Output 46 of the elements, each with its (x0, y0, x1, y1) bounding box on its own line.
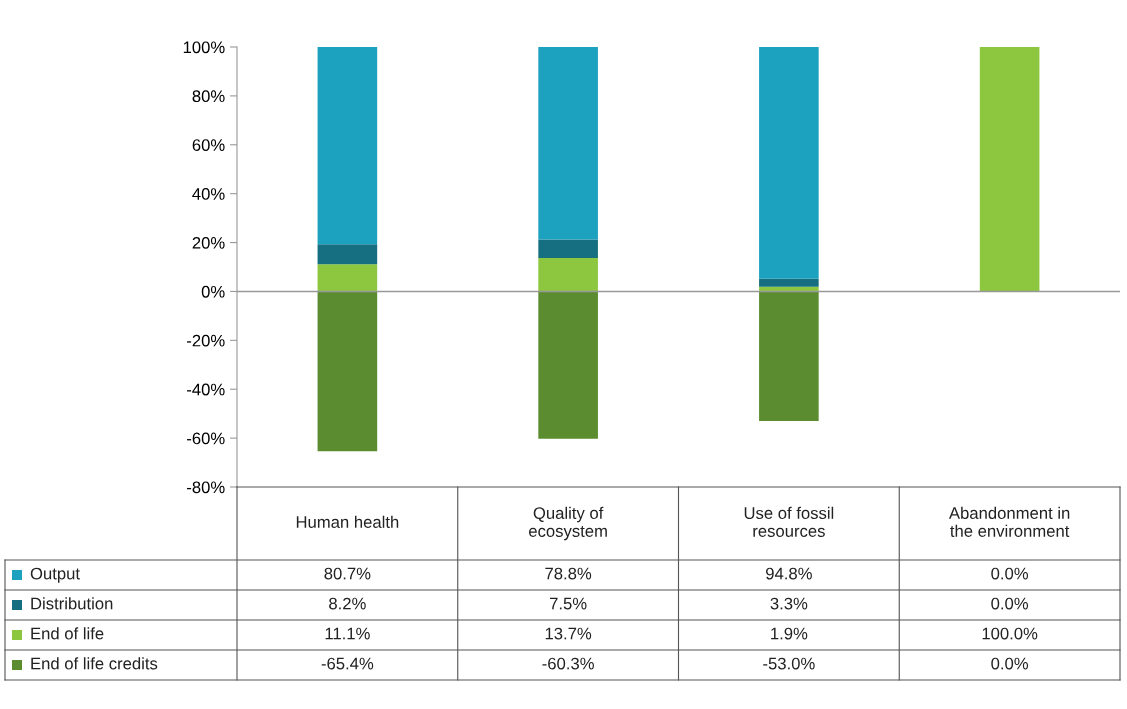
legend-label: Distribution (31, 597, 113, 610)
bar (759, 47, 819, 279)
y-tick-label: -20% (187, 334, 225, 347)
data-label: 100.0% (982, 627, 1038, 640)
data-label: 13.7% (545, 627, 592, 640)
y-tick-label: -40% (187, 383, 225, 396)
bar (317, 244, 378, 265)
bar (538, 257, 598, 292)
data-label: -65.4% (321, 657, 374, 670)
y-tick-label: 60% (192, 139, 225, 151)
data-label: -60.3% (542, 657, 594, 670)
bar (317, 264, 378, 292)
y-tick-label: 0% (201, 285, 225, 298)
bar (538, 239, 598, 258)
x-tick-label: Quality of ecosystem (529, 506, 607, 541)
legend-label: Output (30, 567, 80, 583)
data-label: 8.2% (329, 597, 366, 610)
bar (759, 291, 819, 421)
data-label: 94.8% (766, 567, 812, 580)
data-label: 0.0% (991, 567, 1029, 580)
data-label: 11.1% (325, 627, 370, 640)
data-label: 3.3% (770, 597, 808, 610)
bar (538, 47, 598, 240)
bar (317, 291, 378, 452)
bar (317, 47, 378, 245)
bar (759, 278, 819, 287)
legend-label: End of life (31, 627, 104, 640)
data-label: 0.0% (991, 597, 1029, 610)
data-label: 0.0% (991, 657, 1029, 670)
x-tick-label: Abandonment in the environment (948, 506, 1070, 537)
y-tick-label: 80% (192, 90, 225, 103)
y-tick-label: 100% (183, 41, 225, 54)
data-label: 1.9% (771, 627, 808, 640)
y-tick-label: -80% (187, 481, 225, 494)
data-label: 80.7% (324, 567, 371, 580)
data-label: 78.8% (545, 567, 592, 580)
x-tick-label: Human health (296, 515, 399, 528)
y-tick-label: -60% (187, 432, 225, 445)
y-tick-label: 20% (192, 236, 225, 249)
bar (538, 291, 598, 439)
bar (979, 47, 1040, 292)
legend-label: End of life credits (31, 657, 158, 670)
y-tick-label: 40% (192, 188, 225, 200)
data-label: 7.5% (549, 597, 587, 610)
x-tick-label: Use of fossil resources (744, 506, 834, 537)
data-label: -53.0% (763, 657, 815, 670)
